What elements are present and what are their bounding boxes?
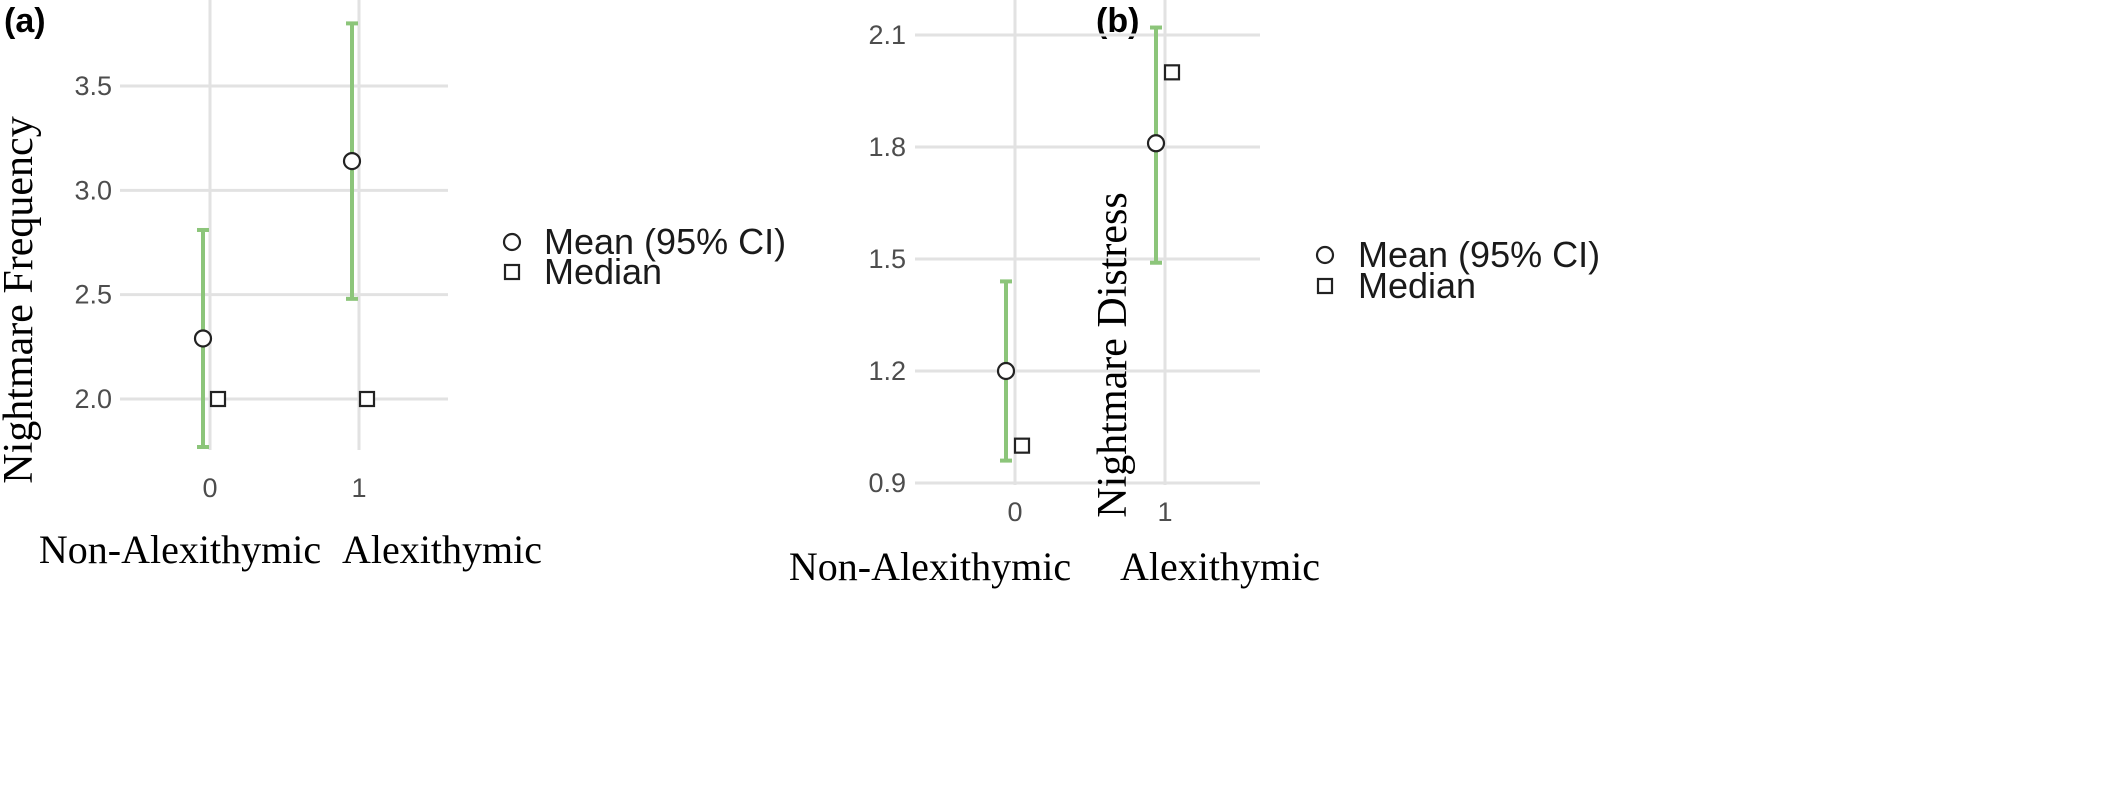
legend-label: Mean (95% CI)	[544, 221, 786, 262]
legend-label: Median	[1358, 265, 1476, 306]
median-point	[1013, 437, 1031, 454]
category-label: Alexithymic	[342, 527, 542, 572]
legend-square-icon	[503, 263, 521, 281]
y-tick-label: 1.2	[868, 356, 906, 386]
panel-a-legend: Mean (95% CI)Median	[502, 221, 786, 292]
y-tick-label: 1.5	[868, 244, 906, 274]
y-tick-label: 3.0	[74, 175, 112, 205]
x-tick-label: 0	[1007, 497, 1022, 527]
category-label: Alexithymic	[1120, 544, 1320, 589]
x-tick-label: 0	[202, 473, 217, 503]
panel-a-markers	[193, 152, 376, 408]
panel-b-grid	[915, 0, 1260, 485]
panel-a-y-ticks: 2.0 2.5 3.0 3.5	[74, 71, 112, 414]
y-tick-label: 1.8	[868, 132, 906, 162]
mean-point	[342, 152, 362, 171]
panel-b-ci-bars	[1000, 25, 1162, 463]
median-point	[209, 390, 227, 408]
legend-label: Median	[544, 251, 662, 292]
panel-b-legend: Mean (95% CI)Median	[1315, 234, 1600, 306]
legend-circle-icon	[502, 232, 522, 252]
category-label: Non-Alexithymic	[39, 527, 321, 572]
x-tick-label: 1	[1157, 497, 1172, 527]
panel-b-y-ticks: 0.9 1.2 1.5 1.8 2.1	[868, 20, 906, 498]
mean-point	[996, 361, 1016, 381]
mean-point	[193, 329, 213, 348]
legend-circle-icon	[1315, 245, 1335, 265]
panel-b-markers	[996, 64, 1181, 454]
y-tick-label: 2.1	[868, 20, 906, 50]
category-label: Non-Alexithymic	[789, 544, 1071, 589]
panel-b-category-labels: Non-Alexithymic Alexithymic	[789, 544, 1320, 589]
y-tick-label: 2.0	[74, 384, 112, 414]
panel-a-category-labels: Non-Alexithymic Alexithymic	[39, 527, 542, 572]
y-tick-label: 0.9	[868, 468, 906, 498]
panel-a-grid	[120, 0, 448, 450]
mean-point	[1146, 134, 1166, 153]
panel-a-y-axis-title: Nightmare Frequency	[0, 116, 42, 483]
x-tick-label: 1	[351, 473, 366, 503]
legend-label: Mean (95% CI)	[1358, 234, 1600, 275]
median-point	[358, 390, 376, 408]
panel-b-y-axis-title: Nightmare Distress	[1090, 192, 1136, 517]
panel-a-letter: (a)	[4, 2, 46, 40]
y-tick-label: 3.5	[74, 71, 112, 101]
median-point	[1163, 64, 1181, 81]
legend-square-icon	[1316, 277, 1334, 295]
y-tick-label: 2.5	[74, 280, 112, 310]
